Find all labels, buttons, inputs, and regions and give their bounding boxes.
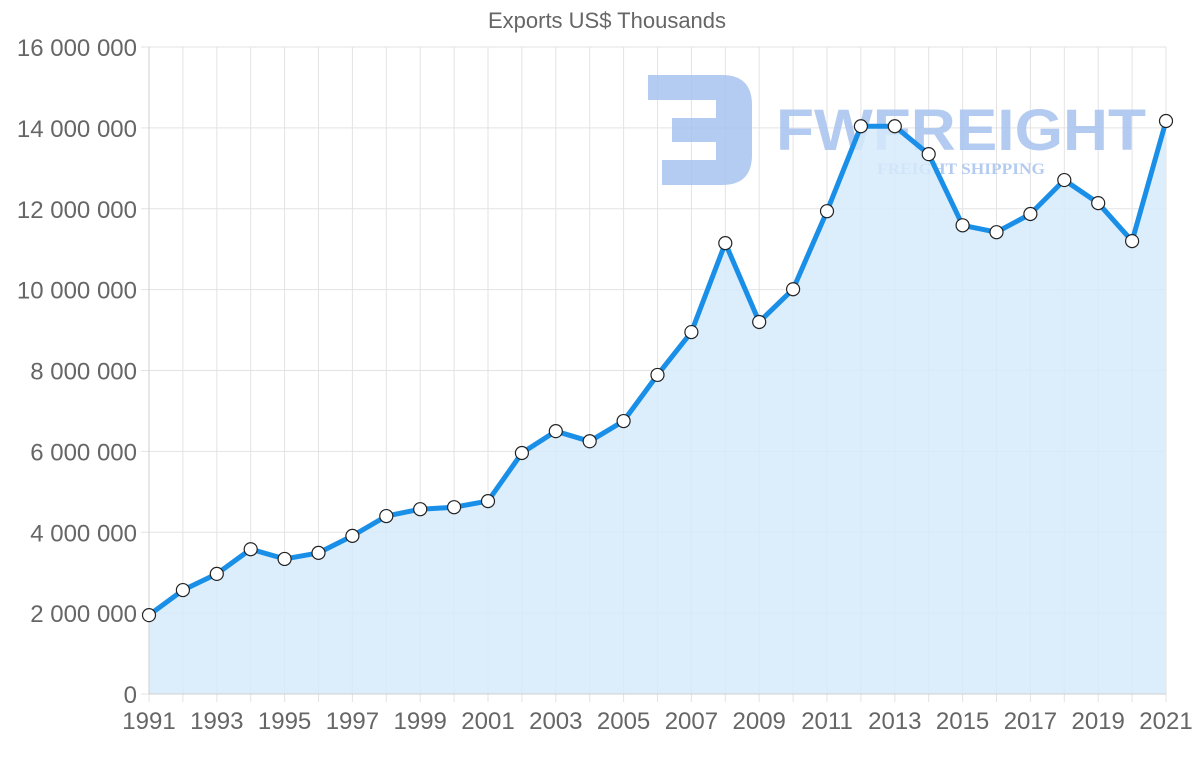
fwfreight-logo-icon [648,75,752,185]
data-point[interactable] [582,434,597,449]
x-tick-label: 2015 [936,708,989,735]
x-tick-label: 1997 [326,708,379,735]
data-point[interactable] [650,367,665,383]
data-point[interactable] [277,551,292,567]
y-tick-label: 2 000 000 [30,601,137,628]
x-tick-label: 2003 [529,708,582,735]
watermark-brand: FWFREIGHT [776,98,1146,163]
data-point[interactable] [1124,234,1140,249]
x-tick-label: 2019 [1072,708,1125,735]
data-point[interactable] [1158,113,1174,129]
data-point[interactable] [785,282,801,297]
data-point[interactable] [514,445,530,461]
data-point[interactable] [209,566,224,582]
x-tick-label: 2013 [868,708,921,735]
data-point[interactable] [1091,195,1106,211]
chart-title: Exports US$ Thousands [487,8,727,33]
y-tick-label: 14 000 000 [17,116,137,143]
data-point[interactable] [243,542,258,557]
data-point[interactable] [480,494,496,509]
data-point[interactable] [175,582,190,598]
x-tick-label: 2005 [597,708,650,735]
x-tick-label: 1993 [190,708,243,735]
data-point[interactable] [379,508,394,524]
data-point[interactable] [345,528,360,543]
data-point[interactable] [853,119,869,134]
data-point[interactable] [1057,172,1072,188]
data-points [141,113,1174,623]
y-tick-label: 4 000 000 [30,520,137,547]
x-tick-label: 2021 [1139,708,1192,735]
y-tick-label: 10 000 000 [17,278,137,305]
data-point[interactable] [887,119,902,134]
data-point[interactable] [718,236,733,251]
data-point[interactable] [921,147,936,162]
data-point[interactable] [955,218,970,233]
x-tick-label: 2017 [1004,708,1057,735]
data-point[interactable] [819,204,835,219]
y-tick-label: 12 000 000 [17,197,137,224]
area-fill [149,121,1166,694]
data-point[interactable] [413,502,428,517]
x-tick-label: 2007 [665,708,718,735]
data-point[interactable] [447,500,462,515]
y-tick-label: 0 [124,682,137,709]
y-axis-labels: 0 2 000 000 4 000 000 6 000 000 8 000 000 10 … [17,35,137,709]
x-tick-label: 2011 [801,708,853,735]
data-point[interactable] [1023,206,1038,222]
x-axis-labels: 1991 1993 1995 1997 1999 2001 2003 2005 2007 2009… [122,708,1192,735]
x-tick-label: 1991 [122,708,175,735]
data-point[interactable] [752,314,767,330]
y-tick-label: 16 000 000 [17,35,137,62]
data-point[interactable] [311,545,326,560]
y-tick-label: 8 000 000 [30,359,137,386]
x-tick-label: 1995 [258,708,311,735]
fwfreight-watermark: FWFREIGHT FREIGHT SHIPPING [648,75,1146,185]
x-tick-label: 2009 [733,708,786,735]
data-point[interactable] [616,413,631,429]
x-tick-label: 2001 [461,708,514,735]
data-point[interactable] [684,324,699,340]
axes [148,47,1166,695]
x-tick-label: 1999 [394,708,447,735]
data-point[interactable] [989,225,1004,240]
y-tick-label: 6 000 000 [30,439,137,466]
data-point[interactable] [548,424,563,439]
data-point[interactable] [141,608,157,623]
